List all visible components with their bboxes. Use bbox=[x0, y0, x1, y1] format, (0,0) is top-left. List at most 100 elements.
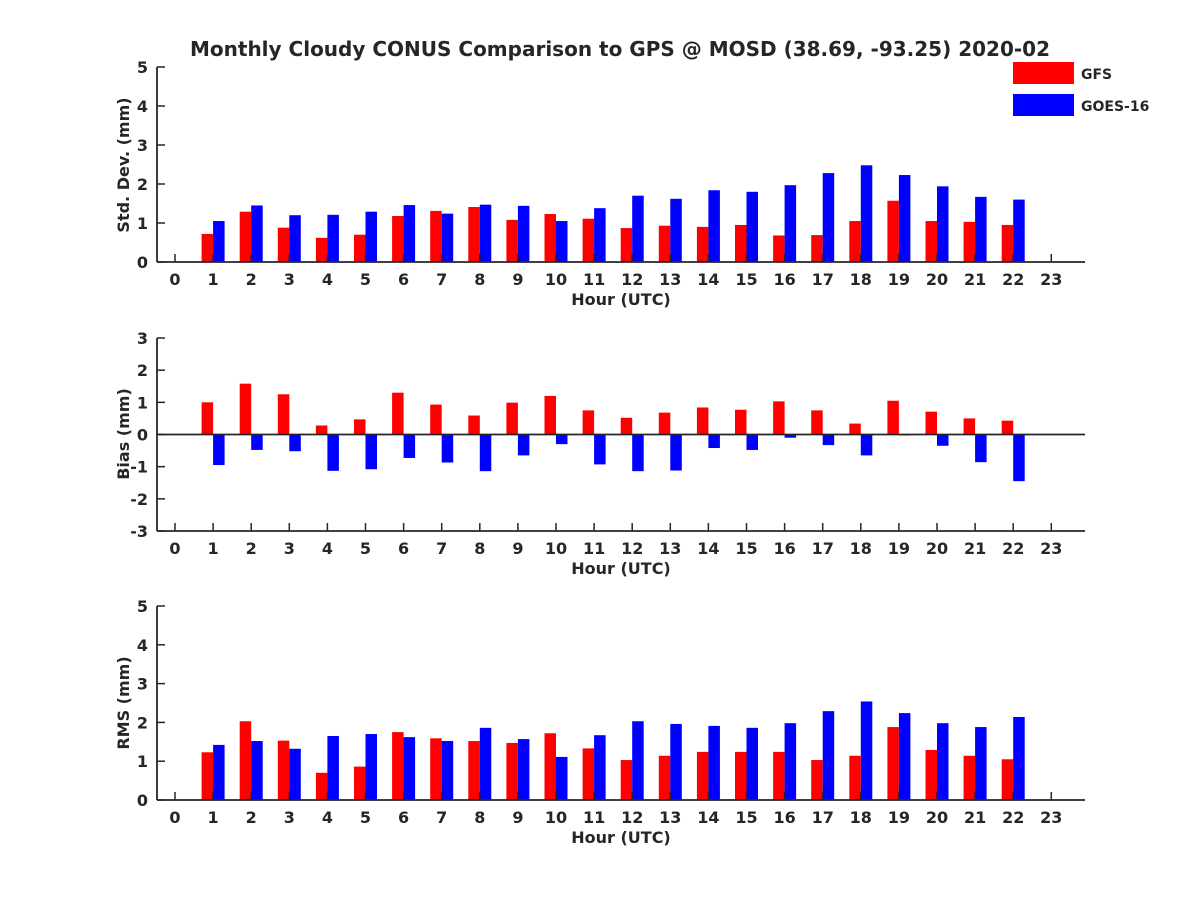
y-tick-label: 5 bbox=[137, 58, 148, 77]
y-tick-label: 3 bbox=[137, 329, 148, 348]
y-tick-label: 1 bbox=[137, 752, 148, 771]
legend-swatch-gfs bbox=[1013, 62, 1074, 84]
bar-goes-16-21 bbox=[975, 727, 987, 800]
x-tick-label: 22 bbox=[1002, 808, 1024, 827]
x-tick-label: 11 bbox=[583, 270, 605, 289]
x-tick-label: 1 bbox=[208, 808, 219, 827]
x-tick-label: 16 bbox=[773, 270, 795, 289]
x-tick-label: 2 bbox=[246, 808, 257, 827]
x-tick-label: 20 bbox=[926, 539, 948, 558]
x-tick-label: 3 bbox=[284, 808, 295, 827]
bar-gfs-7 bbox=[430, 210, 442, 262]
bar-goes-16-16 bbox=[784, 185, 797, 262]
bar-gfs-21 bbox=[963, 418, 976, 435]
x-tick-label: 13 bbox=[659, 808, 681, 827]
bar-gfs-11 bbox=[582, 748, 595, 800]
bar-goes-16-6 bbox=[403, 434, 416, 458]
x-tick-label: 2 bbox=[246, 270, 257, 289]
y-tick-label: -2 bbox=[130, 490, 148, 509]
figure-title: Monthly Cloudy CONUS Comparison to GPS @… bbox=[190, 37, 1050, 61]
bar-gfs-21 bbox=[963, 221, 976, 262]
x-tick-label: 10 bbox=[545, 808, 567, 827]
x-tick-label: 16 bbox=[773, 539, 795, 558]
bar-goes-16-18 bbox=[860, 165, 873, 262]
x-tick-label: 3 bbox=[284, 539, 295, 558]
x-tick-label: 23 bbox=[1040, 270, 1062, 289]
bar-goes-16-11 bbox=[594, 735, 606, 800]
x-tick-label: 17 bbox=[812, 808, 834, 827]
x-tick-label: 20 bbox=[926, 808, 948, 827]
bar-goes-16-2 bbox=[251, 434, 263, 450]
x-tick-label: 10 bbox=[545, 539, 567, 558]
x-tick-label: 14 bbox=[697, 808, 719, 827]
bar-goes-16-7 bbox=[441, 434, 454, 463]
bar-gfs-19 bbox=[887, 727, 899, 800]
x-axis-title: Hour (UTC) bbox=[571, 290, 671, 309]
bar-gfs-1 bbox=[201, 233, 214, 262]
y-tick-label: 3 bbox=[137, 136, 148, 155]
x-tick-label: 13 bbox=[659, 539, 681, 558]
bar-goes-16-6 bbox=[403, 737, 416, 800]
x-tick-label: 15 bbox=[735, 270, 757, 289]
bar-gfs-16 bbox=[773, 751, 785, 800]
x-tick-label: 19 bbox=[888, 270, 910, 289]
bar-gfs-19 bbox=[887, 400, 899, 435]
bar-gfs-2 bbox=[239, 383, 252, 435]
bar-gfs-7 bbox=[430, 404, 442, 435]
x-tick-label: 15 bbox=[735, 539, 757, 558]
x-tick-label: 12 bbox=[621, 539, 643, 558]
bar-goes-16-19 bbox=[898, 713, 911, 800]
x-tick-label: 0 bbox=[169, 808, 180, 827]
bar-gfs-8 bbox=[468, 741, 480, 800]
x-tick-label: 13 bbox=[659, 270, 681, 289]
y-axis-title: RMS (mm) bbox=[114, 656, 133, 749]
bar-gfs-9 bbox=[506, 742, 518, 800]
x-tick-label: 0 bbox=[169, 539, 180, 558]
x-tick-label: 4 bbox=[322, 539, 333, 558]
bar-goes-16-3 bbox=[289, 215, 301, 262]
x-tick-label: 8 bbox=[474, 539, 485, 558]
x-tick-label: 12 bbox=[621, 808, 643, 827]
bar-gfs-1 bbox=[201, 402, 214, 435]
bar-gfs-2 bbox=[239, 211, 252, 262]
y-axis-title: Bias (mm) bbox=[114, 388, 133, 480]
bar-gfs-21 bbox=[963, 755, 976, 800]
x-tick-label: 17 bbox=[812, 270, 834, 289]
bar-goes-16-22 bbox=[1013, 199, 1025, 262]
bar-gfs-3 bbox=[277, 227, 290, 262]
bar-goes-16-18 bbox=[860, 434, 873, 456]
x-tick-label: 19 bbox=[888, 808, 910, 827]
legend-swatch-goes-16 bbox=[1013, 94, 1074, 116]
y-axis-title: Std. Dev. (mm) bbox=[114, 97, 133, 232]
bar-goes-16-14 bbox=[708, 725, 720, 800]
bar-gfs-20 bbox=[925, 411, 937, 435]
y-tick-label: -3 bbox=[130, 522, 148, 541]
bar-gfs-20 bbox=[925, 749, 937, 800]
bar-goes-16-16 bbox=[784, 723, 797, 800]
x-tick-label: 18 bbox=[850, 539, 872, 558]
bar-gfs-18 bbox=[849, 755, 861, 800]
bar-gfs-11 bbox=[582, 410, 595, 435]
bar-gfs-5 bbox=[354, 419, 366, 435]
bar-goes-16-15 bbox=[746, 191, 758, 262]
x-tick-label: 18 bbox=[850, 808, 872, 827]
bar-goes-16-22 bbox=[1013, 434, 1025, 482]
bar-gfs-8 bbox=[468, 415, 480, 435]
bar-goes-16-22 bbox=[1013, 716, 1025, 800]
y-tick-label: 2 bbox=[137, 361, 148, 380]
x-tick-label: 15 bbox=[735, 808, 757, 827]
bar-gfs-17 bbox=[811, 235, 823, 262]
bar-goes-16-17 bbox=[822, 173, 835, 262]
bar-goes-16-14 bbox=[708, 434, 720, 449]
bar-gfs-17 bbox=[811, 410, 823, 435]
x-tick-label: 3 bbox=[284, 270, 295, 289]
bar-gfs-9 bbox=[506, 219, 518, 262]
x-tick-label: 7 bbox=[436, 539, 447, 558]
y-tick-label: 0 bbox=[137, 426, 148, 445]
bar-gfs-14 bbox=[696, 751, 709, 800]
bar-goes-16-21 bbox=[975, 434, 987, 463]
bar-goes-16-11 bbox=[594, 208, 606, 262]
x-tick-label: 6 bbox=[398, 270, 409, 289]
x-axis-title: Hour (UTC) bbox=[571, 559, 671, 578]
